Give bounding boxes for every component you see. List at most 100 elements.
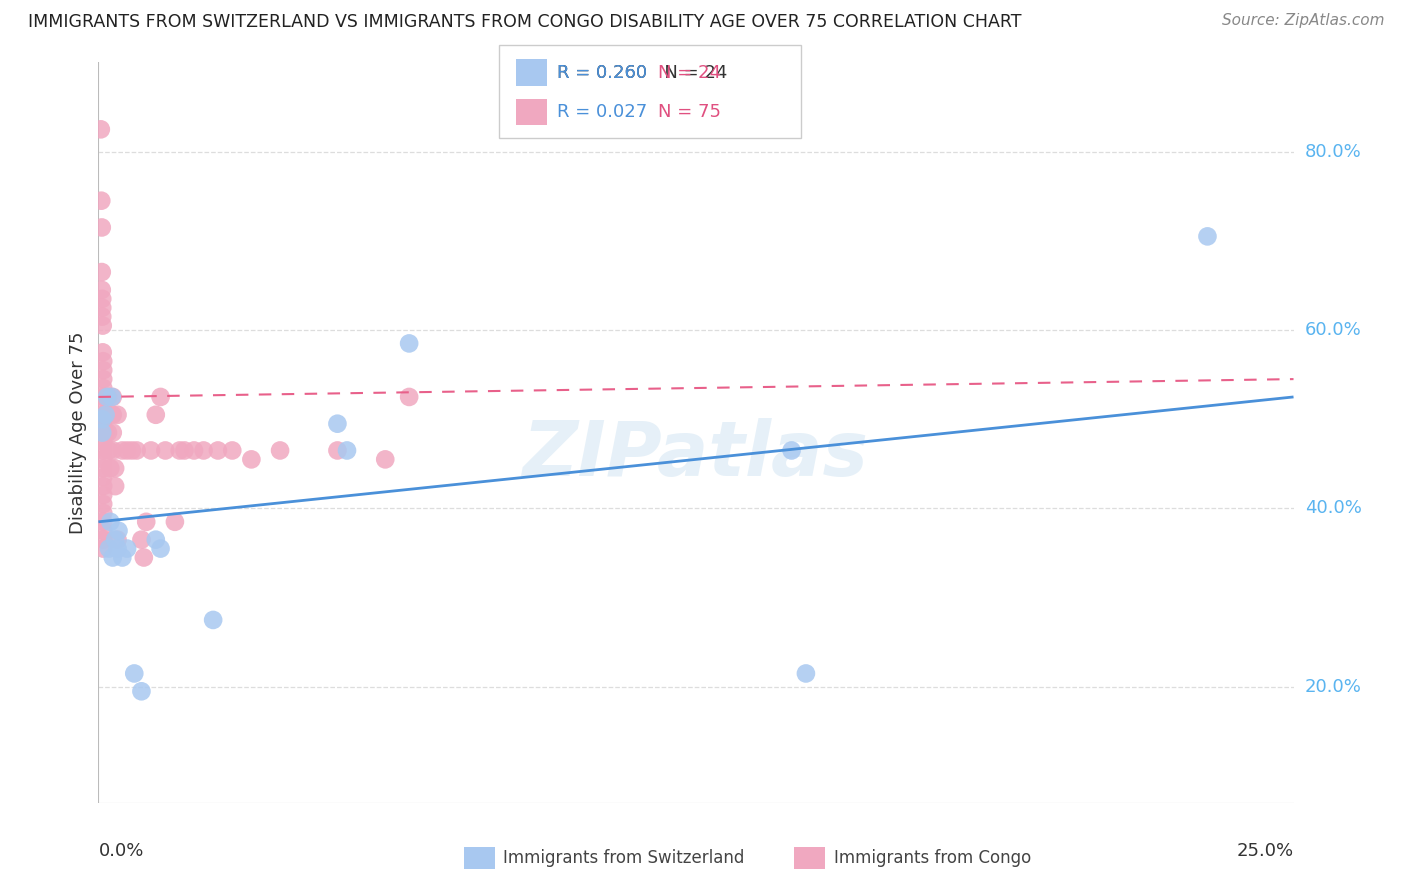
Point (90, 283, 112, 297)
Point (91, 443, 114, 458)
Point (91, 479, 114, 493)
Point (94, 408, 117, 422)
Point (131, 684, 153, 698)
Point (97, 425, 120, 440)
Point (336, 443, 359, 458)
Point (98, 461, 122, 475)
Text: 80.0%: 80.0% (1305, 143, 1361, 161)
Point (107, 533, 129, 547)
Point (124, 666, 146, 681)
Point (91, 434, 114, 449)
Point (104, 533, 127, 547)
Point (94, 425, 117, 440)
Point (101, 550, 124, 565)
Point (96, 390, 118, 404)
Point (269, 443, 291, 458)
Point (135, 515, 157, 529)
Point (149, 390, 172, 404)
Text: R = 0.027: R = 0.027 (557, 103, 647, 121)
Point (115, 443, 138, 458)
Point (169, 443, 191, 458)
Point (101, 443, 124, 458)
Point (91, 354, 114, 368)
Point (91, 318, 114, 333)
Point (94, 408, 117, 422)
Point (90, 122, 112, 136)
Point (1197, 229, 1219, 244)
Point (132, 550, 155, 565)
Point (125, 443, 148, 458)
Point (98, 515, 122, 529)
Point (115, 541, 138, 556)
Point (202, 613, 225, 627)
Point (101, 390, 124, 404)
Text: Immigrants from Switzerland: Immigrants from Switzerland (503, 849, 745, 867)
Text: N = 75: N = 75 (658, 103, 721, 121)
Point (91, 417, 114, 431)
Point (101, 425, 124, 440)
Text: 20.0%: 20.0% (1305, 678, 1361, 696)
Point (91, 372, 114, 386)
Point (326, 443, 349, 458)
Point (794, 666, 817, 681)
Text: 60.0%: 60.0% (1305, 321, 1361, 339)
Point (221, 443, 243, 458)
Point (101, 408, 124, 422)
Point (90, 194, 112, 208)
Point (183, 443, 205, 458)
Point (91, 506, 114, 520)
Point (91, 390, 114, 404)
Point (91, 381, 114, 395)
Point (91, 310, 114, 324)
Point (91, 301, 114, 315)
Point (163, 515, 186, 529)
Point (97, 390, 120, 404)
Point (107, 408, 129, 422)
Text: Source: ZipAtlas.com: Source: ZipAtlas.com (1222, 13, 1385, 29)
Point (780, 443, 803, 458)
Point (131, 533, 153, 547)
Point (111, 550, 134, 565)
Point (91, 408, 114, 422)
Point (91, 541, 114, 556)
Text: 40.0%: 40.0% (1305, 500, 1361, 517)
Point (101, 390, 124, 404)
Point (91, 425, 114, 440)
Text: 25.0%: 25.0% (1236, 842, 1294, 860)
Point (91, 497, 114, 511)
Point (240, 452, 263, 467)
Point (111, 443, 134, 458)
Point (97, 541, 120, 556)
Point (91, 461, 114, 475)
Point (91, 363, 114, 377)
Text: IMMIGRANTS FROM SWITZERLAND VS IMMIGRANTS FROM CONGO DISABILITY AGE OVER 75 CORR: IMMIGRANTS FROM SWITZERLAND VS IMMIGRANT… (28, 13, 1022, 31)
Point (145, 533, 167, 547)
Point (374, 452, 396, 467)
Point (91, 515, 114, 529)
Point (90, 220, 112, 235)
Point (193, 443, 215, 458)
Point (91, 412, 114, 426)
Point (90, 265, 112, 279)
Text: ZIPatlas: ZIPatlas (523, 417, 869, 491)
Point (97, 443, 120, 458)
Point (104, 479, 127, 493)
Text: 0.0%: 0.0% (98, 842, 143, 860)
Point (107, 541, 129, 556)
Point (139, 443, 162, 458)
Point (145, 408, 167, 422)
Point (91, 345, 114, 359)
Point (398, 390, 420, 404)
Point (91, 399, 114, 413)
Point (155, 443, 177, 458)
Point (121, 443, 143, 458)
Y-axis label: Disability Age Over 75: Disability Age Over 75 (69, 331, 87, 534)
Point (326, 417, 349, 431)
Point (91, 452, 114, 467)
Text: Immigrants from Congo: Immigrants from Congo (834, 849, 1031, 867)
Point (91, 425, 114, 440)
Text: N = 24: N = 24 (658, 63, 721, 82)
Point (91, 488, 114, 502)
Text: R = 0.260: R = 0.260 (557, 63, 647, 82)
Point (104, 461, 127, 475)
